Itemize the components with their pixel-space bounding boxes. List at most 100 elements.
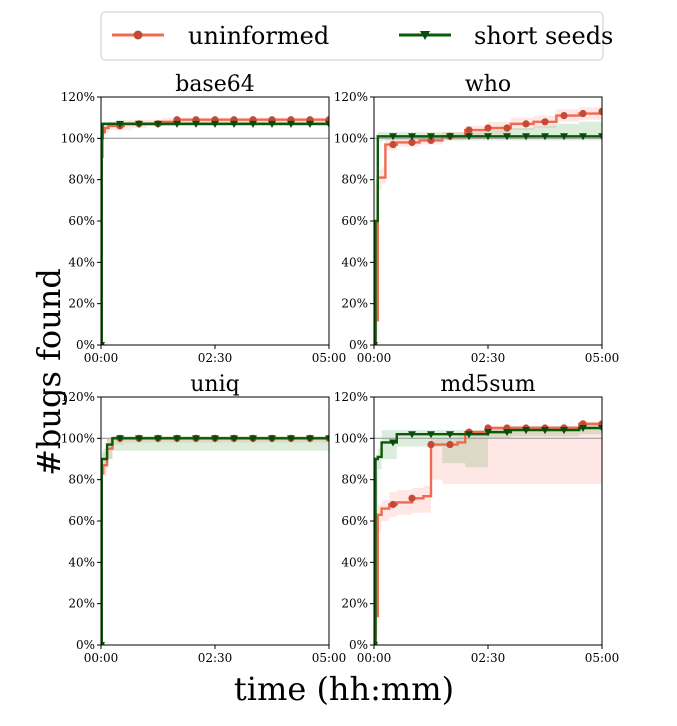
- band-short-seeds: [374, 117, 602, 345]
- marker-short-seeds: [541, 133, 549, 141]
- marker-short-seeds: [446, 133, 454, 141]
- y-tick-label: 120%: [61, 390, 95, 404]
- marker-short-seeds: [101, 642, 105, 645]
- marker-uninformed: [446, 440, 454, 449]
- panel-base64: base64 0% 20% 40% 60% 80% 100% 120% 00:00 02:30 05…: [61, 72, 347, 365]
- marker-short-seeds: [135, 120, 143, 128]
- y-tick-label: 20%: [341, 597, 368, 611]
- y-tick-label: 60%: [341, 514, 368, 528]
- marker-uninformed: [579, 109, 587, 118]
- marker-short-seeds: [268, 120, 276, 128]
- marker-short-seeds: [116, 120, 124, 128]
- marker-short-seeds: [306, 120, 314, 128]
- legend-box: [100, 11, 604, 61]
- band-short-seeds: [374, 423, 602, 645]
- y-tick-label: 60%: [68, 514, 95, 528]
- y-tick-label: 120%: [61, 90, 95, 104]
- series-line-uninformed: [101, 437, 329, 645]
- legend-label-uninformed: uninformed: [188, 22, 329, 50]
- y-tick-label: 20%: [68, 597, 95, 611]
- y-tick-label: 20%: [68, 297, 95, 311]
- y-tick-label: 120%: [334, 390, 368, 404]
- y-tick-label: 80%: [68, 473, 95, 487]
- marker-short-seeds: [249, 435, 257, 443]
- y-tick-label: 0%: [349, 338, 368, 352]
- y-axis-label: #bugs found: [30, 268, 68, 476]
- y-tick-label: 0%: [349, 638, 368, 652]
- marker-short-seeds: [268, 435, 276, 443]
- band-uninformed: [374, 105, 602, 345]
- marker-short-seeds: [389, 439, 397, 447]
- series-line-short-seeds: [101, 122, 329, 345]
- series-line-short-seeds: [374, 135, 602, 345]
- marker-short-seeds: [374, 342, 378, 345]
- y-tick-label: 80%: [341, 473, 368, 487]
- marker-short-seeds: [389, 133, 397, 141]
- marker-short-seeds: [503, 133, 511, 141]
- x-tick-label: 00:00: [84, 351, 119, 365]
- x-tick-label: 02:30: [198, 651, 233, 665]
- marker-uninformed: [389, 140, 397, 149]
- marker-short-seeds: [249, 120, 257, 128]
- marker-uninformed: [522, 120, 530, 128]
- y-tick-label: 40%: [341, 255, 368, 269]
- series-line-short-seeds: [101, 437, 329, 645]
- y-tick-label: 100%: [61, 131, 95, 145]
- x-tick-label: 05:00: [585, 351, 620, 365]
- x-tick-label: 05:00: [312, 651, 347, 665]
- marker-short-seeds: [541, 427, 549, 435]
- marker-short-seeds: [287, 120, 295, 128]
- marker-short-seeds: [230, 435, 238, 443]
- marker-short-seeds: [101, 342, 105, 345]
- marker-short-seeds: [173, 120, 181, 128]
- x-tick-label: 02:30: [471, 351, 506, 365]
- marker-short-seeds: [116, 435, 124, 443]
- marker-short-seeds: [503, 429, 511, 437]
- marker-short-seeds: [154, 435, 162, 443]
- legend-label-short-seeds: short seeds: [474, 22, 613, 50]
- marker-short-seeds: [306, 435, 314, 443]
- marker-uninformed: [408, 138, 416, 147]
- marker-short-seeds: [325, 120, 329, 128]
- panel-who: who 0% 20% 40% 60% 80% 100% 120% 00:00 02:30 05:00: [334, 72, 620, 365]
- panel-uniq: uniq 0% 20% 40% 60% 80% 100% 120% 00:00 02:30 05:0…: [61, 372, 347, 665]
- marker-short-seeds: [427, 133, 435, 141]
- y-tick-label: 80%: [68, 173, 95, 187]
- legend: uninformed short seeds: [100, 11, 613, 61]
- marker-short-seeds: [154, 120, 162, 128]
- marker-short-seeds: [427, 431, 435, 439]
- x-tick-label: 05:00: [585, 651, 620, 665]
- x-tick-label: 05:00: [312, 351, 347, 365]
- y-tick-label: 120%: [334, 90, 368, 104]
- marker-uninformed: [427, 136, 435, 144]
- band-uninformed: [101, 117, 329, 345]
- marker-short-seeds: [560, 427, 568, 435]
- marker-short-seeds: [560, 133, 568, 141]
- legend-marker-uninformed: [133, 30, 143, 40]
- marker-short-seeds: [598, 425, 602, 432]
- y-tick-label: 60%: [68, 214, 95, 228]
- marker-short-seeds: [374, 642, 378, 645]
- marker-short-seeds: [579, 425, 587, 432]
- band-uninformed: [101, 436, 329, 645]
- panel-title-md5sum: md5sum: [440, 372, 535, 397]
- marker-uninformed: [465, 126, 473, 134]
- y-tick-label: 100%: [334, 131, 368, 145]
- y-tick-label: 100%: [334, 431, 368, 445]
- y-tick-label: 0%: [76, 638, 95, 652]
- marker-short-seeds: [211, 120, 219, 128]
- marker-short-seeds: [598, 133, 602, 141]
- panel-frame: [100, 396, 330, 646]
- marker-short-seeds: [173, 435, 181, 443]
- marker-short-seeds: [465, 133, 473, 141]
- marker-uninformed: [541, 118, 549, 126]
- marker-uninformed: [503, 124, 511, 132]
- x-tick-label: 00:00: [357, 651, 392, 665]
- marker-short-seeds: [325, 435, 329, 443]
- x-tick-label: 00:00: [357, 351, 392, 365]
- marker-short-seeds: [522, 427, 530, 435]
- band-short-seeds: [101, 121, 329, 345]
- marker-short-seeds: [484, 429, 492, 437]
- marker-short-seeds: [522, 133, 530, 141]
